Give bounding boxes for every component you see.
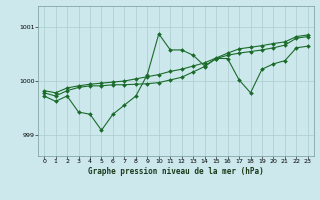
- X-axis label: Graphe pression niveau de la mer (hPa): Graphe pression niveau de la mer (hPa): [88, 167, 264, 176]
